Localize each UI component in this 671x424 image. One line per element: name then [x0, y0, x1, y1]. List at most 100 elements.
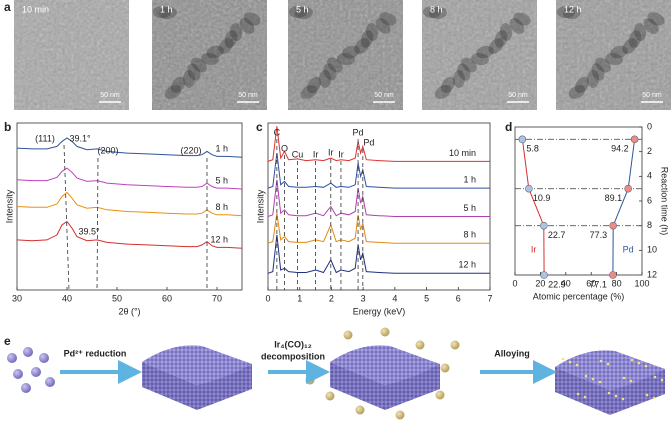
y-tick-label: 2	[647, 146, 652, 156]
annotation: 39.1°	[69, 133, 91, 143]
point	[540, 221, 548, 230]
tem-panel: 10 min 50 nm 1 h 50 nm 5 h 50 nm 8 h 50 nm 12 h 5…	[14, 0, 671, 110]
guide-line	[63, 144, 70, 291]
particle	[599, 359, 603, 363]
x-tick-label: 20	[535, 278, 545, 288]
peak-label: O	[281, 143, 288, 153]
series-line	[16, 220, 243, 249]
particle	[584, 374, 588, 378]
value-label: 22.9	[548, 279, 566, 289]
y-tick-label: 8	[647, 220, 652, 230]
annotation: (200)	[97, 145, 118, 155]
tem-cluster	[354, 38, 370, 54]
particle	[630, 358, 634, 362]
series-line	[267, 126, 490, 162]
series-label: 5 h	[463, 203, 476, 213]
particle	[21, 383, 31, 393]
x-tick-label: 60	[586, 278, 596, 288]
series-label: 12 h	[210, 235, 228, 245]
tem-label: 5 h	[296, 4, 309, 14]
series-line	[16, 167, 243, 190]
particle	[645, 393, 649, 397]
series-line	[267, 179, 490, 217]
y-axis-label: Intensity	[255, 189, 265, 223]
x-axis-label: Energy (keV)	[353, 306, 406, 316]
tem-cluster	[289, 6, 307, 18]
x-tick-label: 5	[424, 293, 429, 303]
series-line	[267, 153, 490, 189]
tem-cluster	[153, 6, 171, 18]
y-axis-label: Intensity	[4, 189, 14, 223]
annotation: 39.5°	[78, 226, 100, 236]
particle	[355, 405, 365, 415]
panel-label: a	[4, 0, 11, 14]
value-label: 77.3	[590, 230, 608, 240]
value-label: 94.2	[611, 144, 629, 154]
particle	[614, 394, 618, 398]
tem-cluster	[557, 6, 575, 18]
tem-cluster	[476, 45, 494, 59]
particle	[39, 353, 49, 363]
series-line	[267, 213, 490, 244]
tem-texture	[288, 0, 403, 110]
point	[540, 271, 548, 279]
tem-label: 8 h	[430, 4, 443, 14]
x-tick-label: 7	[487, 293, 492, 303]
particle	[325, 391, 335, 401]
tem-cluster	[342, 45, 360, 59]
slab-side	[385, 364, 440, 410]
series-label: 8 h	[215, 202, 228, 212]
x-tick-label: 6	[456, 293, 461, 303]
y-tick-label: 12	[647, 269, 657, 279]
y-tick-label: 4	[647, 171, 652, 181]
tem-cluster	[379, 12, 397, 26]
step-label: decomposition	[261, 351, 325, 361]
particle	[660, 378, 664, 382]
tem-cluster	[457, 63, 471, 81]
tem-cluster	[239, 18, 255, 34]
x-tick-label: 60	[162, 293, 172, 303]
particle	[653, 375, 657, 379]
tem-cluster	[243, 12, 261, 26]
particle	[637, 361, 641, 365]
y-tick-label: 10	[647, 245, 657, 255]
tem-cluster	[295, 6, 313, 20]
series-line	[16, 137, 243, 158]
series-label: 1 h	[463, 175, 476, 185]
scale-label: 50 nm	[100, 92, 120, 99]
step-label: Alloying	[494, 348, 530, 358]
tem-cluster	[170, 76, 186, 94]
value-label: 89.1	[605, 193, 623, 203]
tem-cluster	[218, 38, 234, 54]
value-label: 10.9	[533, 193, 551, 203]
slab-top	[142, 345, 252, 385]
peak-label: Ir	[313, 149, 319, 159]
tem-texture	[556, 0, 671, 110]
particle	[435, 390, 445, 400]
series-label: 1 h	[215, 144, 228, 154]
tem-cluster	[633, 23, 647, 41]
scale-label: 50 nm	[238, 92, 258, 99]
x-tick-label: 0	[512, 278, 517, 288]
series-line	[612, 139, 636, 276]
tem-cluster	[323, 63, 337, 81]
tem-cluster	[206, 45, 224, 59]
slab-front	[142, 362, 197, 410]
tem-cluster	[164, 85, 182, 99]
tem-cluster	[488, 38, 504, 54]
particle	[606, 362, 610, 366]
series-label: 8 h	[463, 230, 476, 240]
tem-cluster	[494, 30, 508, 48]
peak-label: Ir	[328, 147, 334, 157]
tem-cluster	[201, 52, 219, 66]
y-axis-label: Reaction time (h)	[660, 167, 670, 236]
annotation: (220)	[180, 145, 201, 155]
scale-label: 50 nm	[508, 92, 528, 99]
particle	[395, 410, 405, 420]
slab-top	[330, 345, 440, 385]
particle	[607, 391, 611, 395]
particle	[644, 364, 648, 368]
tem-cluster	[187, 63, 201, 81]
particle	[305, 375, 315, 385]
y-tick-label: 0	[647, 121, 652, 131]
